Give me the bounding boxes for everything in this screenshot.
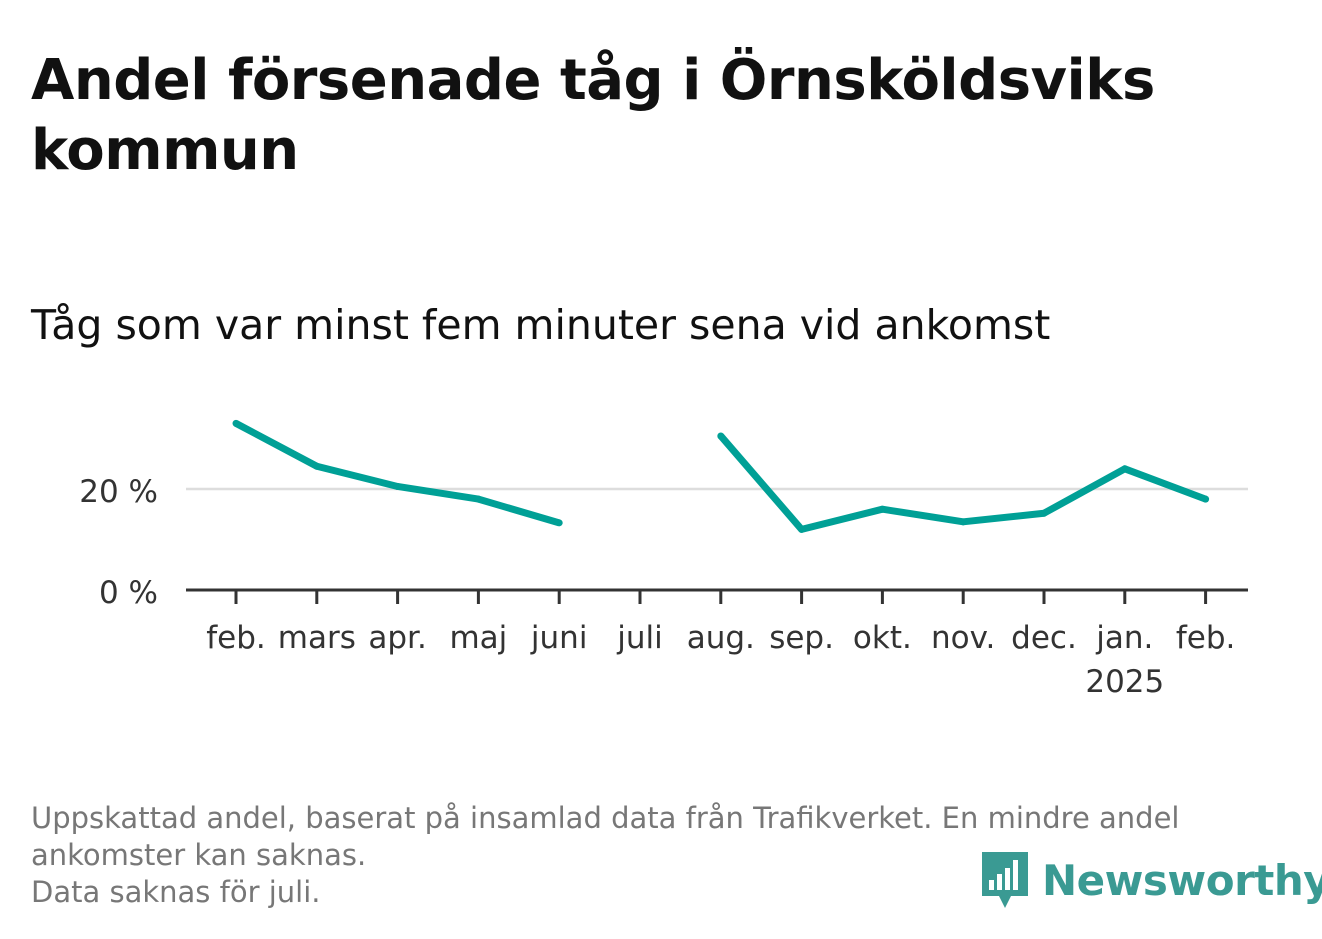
series-line-segment-0 [234,420,561,527]
footnote-line-2: ankomster kan saknas. [31,838,367,872]
y-tick-label: 0 % [99,575,158,611]
x-tick-label: okt. [853,620,912,656]
x-tick-label: nov. [931,620,995,656]
data-point [232,419,240,427]
footnote: Uppskattad andel, baserat på insamlad da… [31,800,1281,911]
x-tick-label: juni [530,620,588,656]
y-tick-label: 20 % [79,474,158,510]
chart-title: Andel försenade tåg i Örnsköldsviks komm… [31,48,1155,183]
chart-subtitle: Tåg som var minst fem minuter sena vid a… [31,301,1051,349]
footnote-line-1: Uppskattad andel, baserat på insamlad da… [31,801,1180,835]
data-point [555,519,563,527]
data-point [798,525,806,533]
x-tick-label: sep. [769,620,834,656]
x-tick-label: jan. [1095,620,1153,656]
data-point [394,482,402,490]
data-point [1121,465,1129,473]
x-year-label: 2025 [1085,664,1164,700]
newsworthy-logo: Newsworthy [980,850,1322,910]
brand-name: Newsworthy [1042,855,1322,905]
x-tick-label: juli [616,620,663,656]
x-tick-label: apr. [368,620,426,656]
data-point [959,518,967,526]
footnote-line-3: Data saknas för juli. [31,875,321,909]
data-point [717,432,725,440]
x-tick-label: maj [449,620,507,656]
newsworthy-logo-icon [982,852,1028,908]
x-tick-label: mars [278,620,356,656]
x-tick-label: feb. [206,620,266,656]
x-tick-label: dec. [1011,620,1077,656]
data-point [474,495,482,503]
x-tick-label: aug. [687,620,755,656]
data-point [313,462,321,470]
x-tick-label: feb. [1176,620,1236,656]
data-point [1040,509,1048,517]
data-point [878,505,886,513]
series-line-segment-1 [718,433,1207,533]
data-point [1202,495,1210,503]
